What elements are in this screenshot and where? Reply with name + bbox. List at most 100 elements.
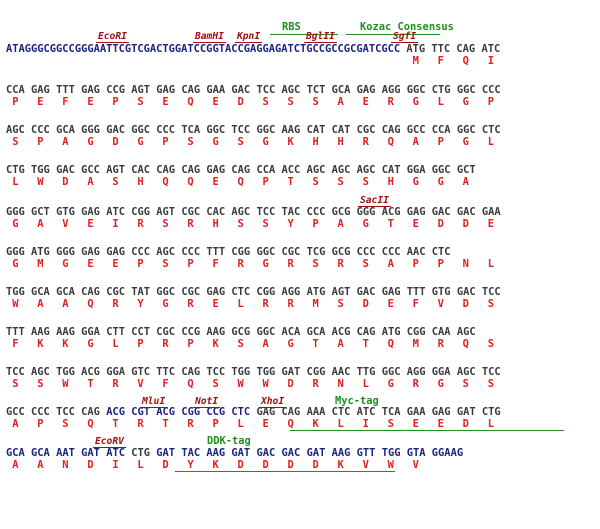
codon: AGC xyxy=(6,124,25,136)
rbs-underline xyxy=(270,34,338,35)
codon: GAT xyxy=(281,366,301,378)
ddk-tag-underline xyxy=(175,471,395,472)
codon: GCA xyxy=(31,447,50,459)
codon: GGA xyxy=(81,326,100,338)
codon: GGC xyxy=(256,246,276,258)
codon: AGC xyxy=(456,366,476,378)
codon: CAT xyxy=(381,164,401,176)
kozac-underline xyxy=(346,34,440,35)
codon: ATC xyxy=(106,447,125,459)
codon: TAC xyxy=(181,447,201,459)
codon: ATC xyxy=(106,206,125,218)
codon: CGC xyxy=(181,206,201,218)
codon: GAG xyxy=(356,84,376,96)
codon: AAG xyxy=(56,326,75,338)
codon: TGG xyxy=(381,447,401,459)
codon: GGA xyxy=(106,366,125,378)
codon: AGC xyxy=(331,164,351,176)
codon: CAG xyxy=(81,286,100,298)
codon: CCC xyxy=(181,246,201,258)
codon: AGG xyxy=(281,286,301,298)
amino-acid-row: A P S Q T R T R P L E Q K L I S E E D L xyxy=(6,418,494,430)
amino-acid-row: W A A Q R Y G R E L R R M S D E F V D S xyxy=(6,298,494,310)
codon: CAG xyxy=(181,366,201,378)
codon: CAG xyxy=(356,326,376,338)
codon: CCA xyxy=(431,124,451,136)
codon: TCT xyxy=(306,84,326,96)
amino-acid-row: P E F E P S E Q E D S S S A E R G L G P xyxy=(6,96,494,108)
codon: ACG xyxy=(381,206,401,218)
codon: CAG xyxy=(181,84,201,96)
codon: GCC xyxy=(406,124,426,136)
codon: ACG xyxy=(156,406,176,418)
codon-row: AGC CCC GCA GGG GAC GGC CCC TCA GGC TCC … xyxy=(6,124,501,136)
codon: TCA xyxy=(381,406,401,418)
codon: TTT xyxy=(206,246,226,258)
codon: GGC xyxy=(256,326,276,338)
codon: CCC xyxy=(156,124,176,136)
codon: ATC xyxy=(356,406,376,418)
codon: CAG xyxy=(81,406,100,418)
codon: TCC xyxy=(481,286,501,298)
codon: TGG xyxy=(256,366,276,378)
codon-row: GCC CCC TCC CAG ACG CGT ACG CGG CCG CTC … xyxy=(6,406,501,418)
codon: GGC xyxy=(256,124,276,136)
codon: AGT xyxy=(331,286,351,298)
codon: TCC xyxy=(256,206,276,218)
codon: GAA xyxy=(406,406,426,418)
codon: AGC xyxy=(156,246,176,258)
amino-acid-row: S P A G D G P S G S G K H H R Q A P G L xyxy=(6,136,494,148)
codon: CCG xyxy=(106,84,125,96)
codon: CGC xyxy=(181,286,201,298)
codon: GCT xyxy=(31,206,50,218)
codon: GAA xyxy=(481,206,501,218)
codon-row: TGG GCA GCA CAG CGC TAT GGC CGC GAG CTC … xyxy=(6,286,501,298)
codon: GAG xyxy=(81,246,100,258)
codon: GCT xyxy=(456,164,476,176)
codon: CCC xyxy=(481,84,501,96)
ecori-site-label: EcoRI xyxy=(96,31,129,43)
codon: GTA xyxy=(406,447,426,459)
codon: GCC xyxy=(81,164,100,176)
codon: ACG xyxy=(106,406,125,418)
codon: AGC xyxy=(456,326,476,338)
codon: CTG xyxy=(481,406,501,418)
codon: TTT xyxy=(6,326,25,338)
header-aa-line: M F Q I xyxy=(6,55,494,67)
codon: CTG xyxy=(431,84,451,96)
codon: CCC xyxy=(31,406,50,418)
codon: GAC xyxy=(431,206,451,218)
codon: AAG xyxy=(331,447,351,459)
mlui-site-label: MluI xyxy=(140,396,168,408)
codon: GGC xyxy=(381,366,401,378)
codon: GGAAG xyxy=(431,447,464,459)
amino-acid-row: S S W T R V F Q S W W D R N L G R G S S xyxy=(6,378,494,390)
codon: TGG xyxy=(31,164,50,176)
codon: CCG xyxy=(181,326,201,338)
xhoi-site-label: XhoI xyxy=(259,396,287,408)
codon: CCA xyxy=(256,164,276,176)
codon: CCC xyxy=(31,124,50,136)
codon: GAG xyxy=(406,206,426,218)
codon: TTT xyxy=(56,84,75,96)
codon: GAG xyxy=(106,246,125,258)
codon: CAG xyxy=(231,164,251,176)
codon: TCC xyxy=(206,366,226,378)
codon: AGG xyxy=(406,366,426,378)
header-aa: M F Q I xyxy=(6,55,494,67)
codon: GAG xyxy=(156,84,176,96)
codon: CCC xyxy=(381,246,401,258)
codon: GAG xyxy=(206,286,226,298)
codon: AAA xyxy=(306,406,326,418)
codon: CCC xyxy=(306,206,326,218)
codon: CGG xyxy=(406,326,426,338)
codon-row: GCA GCA AAT GAT ATC CTG GAT TAC AAG GAT … xyxy=(6,447,463,459)
codon: CTC xyxy=(331,406,351,418)
codon: GCC xyxy=(6,406,25,418)
codon: CAC xyxy=(206,206,226,218)
codon: AAG xyxy=(281,124,301,136)
header-codons: ATG TTC CAG ATC xyxy=(406,43,501,55)
myc-tag-label: Myc-tag xyxy=(335,395,379,407)
codon: AAG xyxy=(206,326,226,338)
codon: GGA xyxy=(431,366,451,378)
